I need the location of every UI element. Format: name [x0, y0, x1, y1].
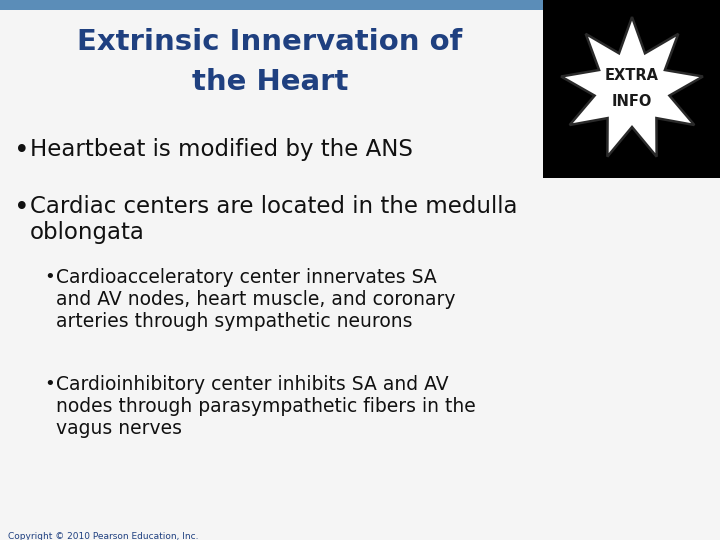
Polygon shape: [561, 17, 703, 157]
Text: the Heart: the Heart: [192, 68, 348, 96]
Text: nodes through parasympathetic fibers in the: nodes through parasympathetic fibers in …: [56, 397, 476, 416]
Text: Heartbeat is modified by the ANS: Heartbeat is modified by the ANS: [30, 138, 413, 161]
Text: Copyright © 2010 Pearson Education, Inc.: Copyright © 2010 Pearson Education, Inc.: [8, 532, 199, 540]
Text: and AV nodes, heart muscle, and coronary: and AV nodes, heart muscle, and coronary: [56, 290, 456, 309]
Text: Cardiac centers are located in the medulla: Cardiac centers are located in the medul…: [30, 195, 518, 218]
Text: Cardioinhibitory center inhibits SA and AV: Cardioinhibitory center inhibits SA and …: [56, 375, 449, 394]
Text: oblongata: oblongata: [30, 221, 145, 244]
Text: EXTRA: EXTRA: [605, 69, 659, 84]
Text: Cardioacceleratory center innervates SA: Cardioacceleratory center innervates SA: [56, 268, 437, 287]
Text: INFO: INFO: [612, 93, 652, 109]
Text: arteries through sympathetic neurons: arteries through sympathetic neurons: [56, 312, 413, 331]
Text: •: •: [44, 268, 55, 286]
Text: Extrinsic Innervation of: Extrinsic Innervation of: [77, 28, 463, 56]
Bar: [0, 0, 720, 10]
Text: •: •: [14, 138, 30, 164]
Text: •: •: [44, 375, 55, 393]
Bar: [543, 0, 720, 178]
Text: vagus nerves: vagus nerves: [56, 419, 182, 438]
Text: •: •: [14, 195, 30, 221]
